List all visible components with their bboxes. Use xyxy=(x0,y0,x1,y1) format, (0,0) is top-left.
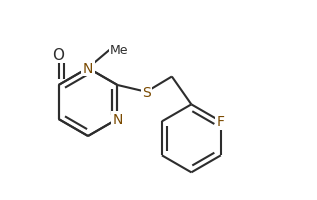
Text: N: N xyxy=(112,112,123,126)
Text: O: O xyxy=(53,48,65,63)
Text: S: S xyxy=(142,85,151,99)
Text: N: N xyxy=(83,62,93,76)
Text: Me: Me xyxy=(110,44,129,57)
Text: F: F xyxy=(217,115,225,129)
